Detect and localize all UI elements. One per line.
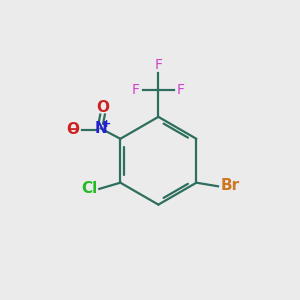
Text: F: F	[154, 58, 162, 72]
Text: O: O	[67, 122, 80, 137]
Text: −: −	[66, 122, 79, 137]
Text: O: O	[96, 100, 109, 115]
Text: F: F	[132, 83, 140, 97]
Text: Br: Br	[220, 178, 239, 193]
Text: +: +	[102, 119, 112, 129]
Text: N: N	[94, 121, 107, 136]
Text: Cl: Cl	[81, 181, 98, 196]
Text: F: F	[177, 83, 185, 97]
